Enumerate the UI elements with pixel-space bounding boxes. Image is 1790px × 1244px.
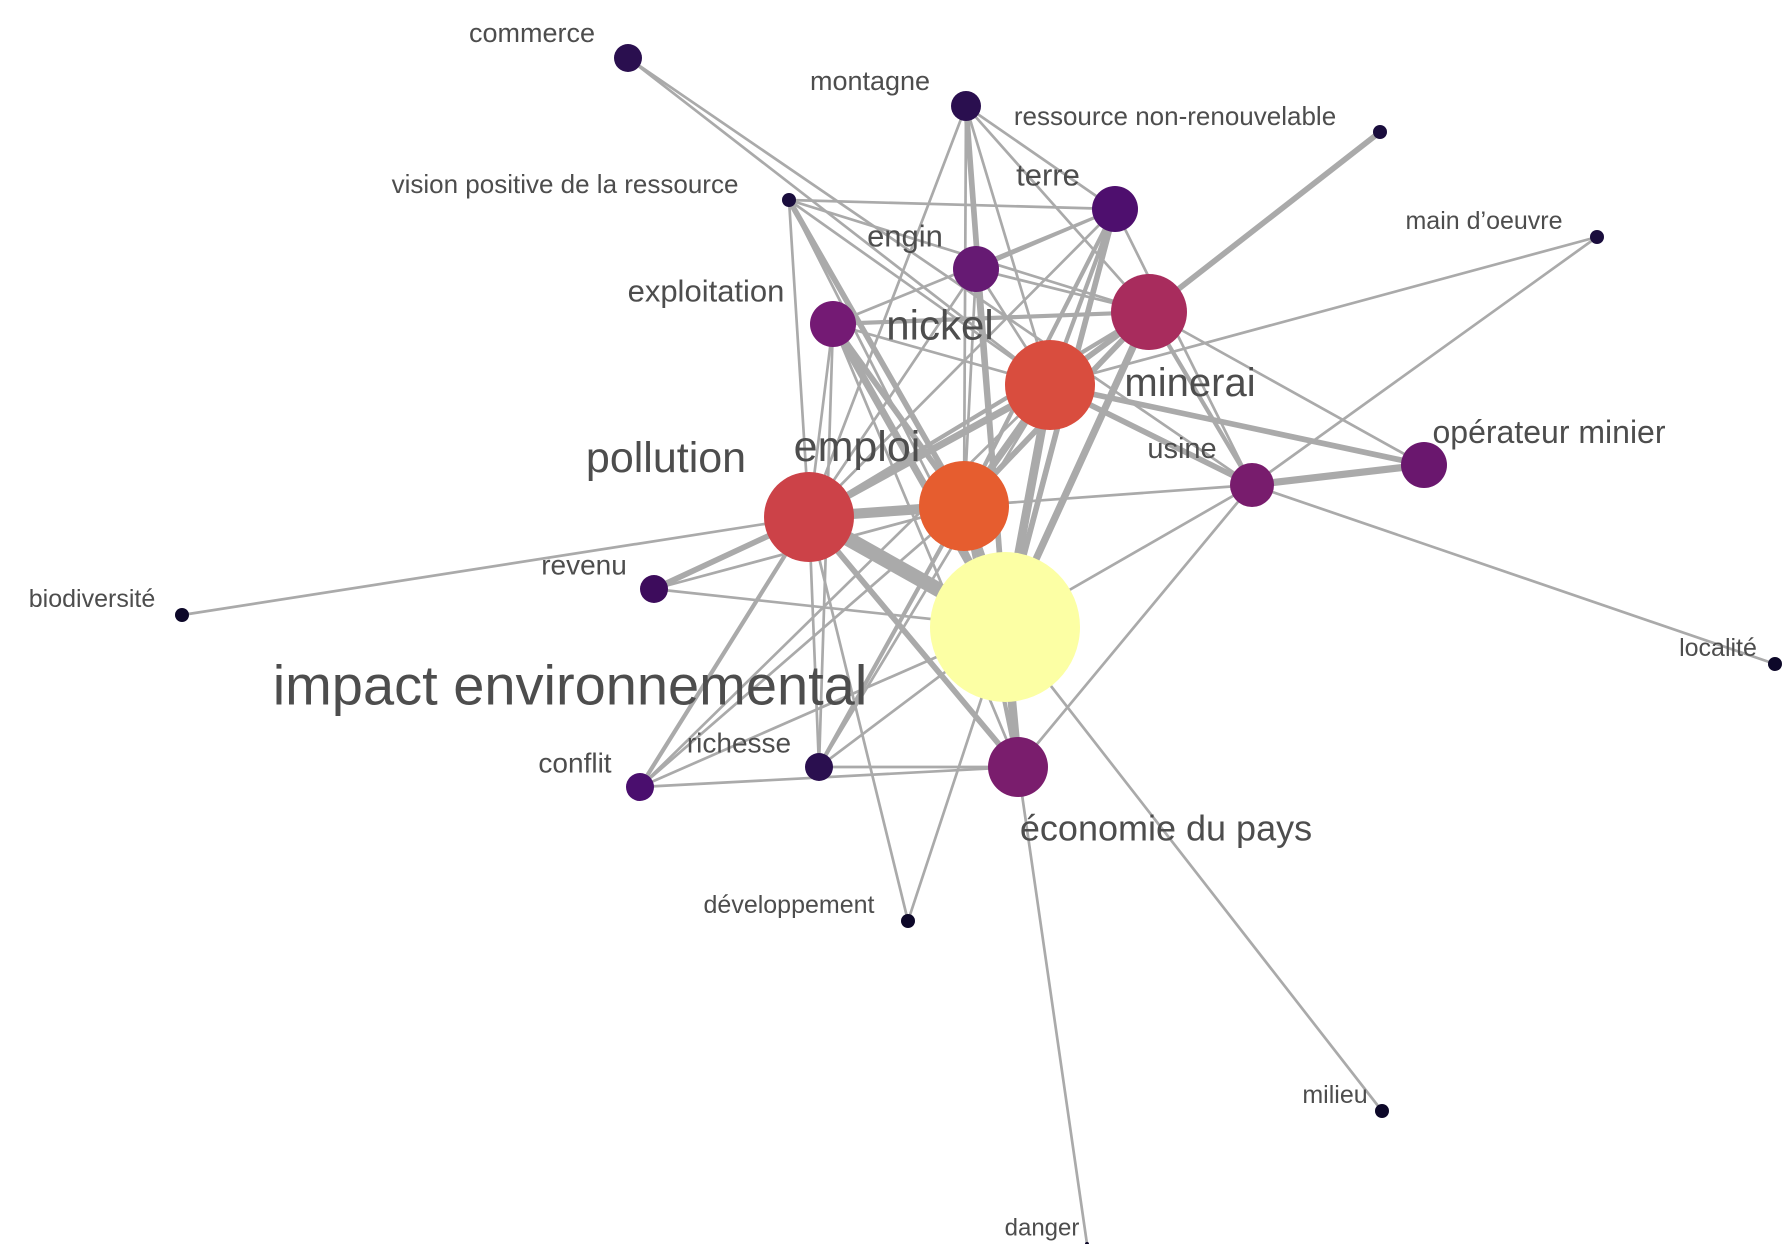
edge-pollution-economie: [806, 514, 1021, 770]
edge-pollution-conflit: [637, 514, 812, 790]
node-ressource: [1373, 125, 1387, 139]
node-localite: [1768, 657, 1782, 671]
node-label-minerai: minerai: [1124, 361, 1255, 405]
edge-vision-terre: [787, 198, 1117, 211]
node-engin: [953, 246, 999, 292]
edge-usine-emploi: [962, 483, 1254, 508]
edge-usine-operateur: [1248, 461, 1428, 489]
edge-usine-economie: [1016, 483, 1254, 769]
edge-pollution-developpement: [807, 515, 910, 923]
node-label-vision: vision positive de la ressource: [392, 169, 739, 199]
edge-main-minerai: [1048, 235, 1599, 387]
node-label-milieu: milieu: [1302, 1081, 1367, 1109]
edge-emploi-richesse: [816, 503, 967, 770]
edge-engin-pollution: [807, 267, 978, 519]
edge-montagne-emploi: [962, 104, 968, 508]
node-usine: [1230, 463, 1274, 507]
node-revenu: [640, 575, 668, 603]
node-label-engin: engin: [867, 219, 943, 254]
node-economie: [988, 737, 1048, 797]
node-label-main: main d’oeuvre: [1405, 207, 1562, 235]
node-label-montagne: montagne: [810, 66, 930, 96]
node-minerai: [1005, 340, 1095, 430]
node-label-danger: danger: [1005, 1215, 1080, 1242]
node-label-pollution: pollution: [586, 434, 746, 482]
node-label-biodiversite: biodiversité: [29, 585, 155, 613]
node-label-developpement: développement: [704, 891, 875, 919]
node-exploitation: [810, 301, 856, 347]
edge-terre-usine: [1113, 207, 1254, 487]
node-biodiversite: [175, 608, 189, 622]
node-label-usine: usine: [1147, 433, 1216, 465]
edge-commerce-usine: [626, 56, 1254, 487]
edge-main-usine: [1250, 235, 1599, 487]
node-layer: [175, 44, 1782, 1244]
node-label-economie: économie du pays: [1020, 808, 1312, 849]
node-pollution: [764, 472, 854, 562]
node-label-ressource: ressource non-renouvelable: [1014, 101, 1336, 131]
node-label-operateur: opérateur minier: [1433, 414, 1666, 450]
node-main: [1590, 230, 1604, 244]
edge-terre-pollution: [807, 207, 1117, 519]
edge-minerai-pollution: [805, 381, 1054, 521]
edge-impact-milieu: [1003, 625, 1384, 1113]
edge-exploitation-nickel: [830, 309, 1152, 327]
label-layer: commerce montagne ressource non-renouvelab…: [29, 18, 1757, 1242]
node-label-commerce: commerce: [469, 18, 595, 48]
edge-nickel-operateur: [1147, 310, 1426, 467]
node-vision: [782, 193, 796, 207]
node-terre: [1092, 186, 1138, 232]
edge-economie-danger: [1016, 765, 1089, 1244]
node-label-richesse: richesse: [687, 728, 791, 759]
node-milieu: [1375, 1104, 1389, 1118]
node-label-revenu: revenu: [541, 550, 627, 581]
edge-minerai-richesse: [817, 383, 1052, 769]
node-label-nickel: nickel: [886, 302, 993, 349]
edge-montagne-minerai: [964, 104, 1052, 387]
node-montagne: [951, 91, 981, 121]
edge-usine-localite: [1250, 483, 1777, 666]
edge-vision-emploi: [786, 197, 967, 509]
node-label-conflit: conflit: [538, 748, 611, 779]
node-conflit: [626, 773, 654, 801]
node-impact: [930, 552, 1080, 702]
node-developpement: [901, 914, 915, 928]
edge-terre-engin: [974, 207, 1117, 271]
node-richesse: [805, 753, 833, 781]
edge-pollution-biodiversite: [180, 515, 811, 617]
edge-conflit-economie: [638, 765, 1020, 789]
edge-emploi-conflit: [638, 504, 966, 789]
edge-vision-minerai: [787, 198, 1052, 387]
node-label-exploitation: exploitation: [628, 274, 785, 309]
edge-vision-pollution: [787, 198, 811, 519]
node-emploi: [919, 461, 1009, 551]
node-operateur: [1401, 442, 1447, 488]
edge-minerai-conflit: [638, 383, 1052, 789]
node-commerce: [614, 44, 642, 72]
edge-montagne-terre: [964, 104, 1117, 211]
node-label-impact: impact environnemental: [273, 654, 868, 717]
edge-minerai-operateur: [1047, 382, 1427, 468]
node-label-localite: localité: [1679, 634, 1757, 662]
node-label-terre: terre: [1016, 158, 1080, 193]
edge-montagne-nickel: [964, 104, 1151, 314]
node-nickel: [1111, 274, 1187, 350]
edge-montagne-pollution: [807, 104, 968, 519]
edge-ressource-nickel: [1146, 129, 1383, 315]
node-label-emploi: emploi: [794, 423, 921, 471]
